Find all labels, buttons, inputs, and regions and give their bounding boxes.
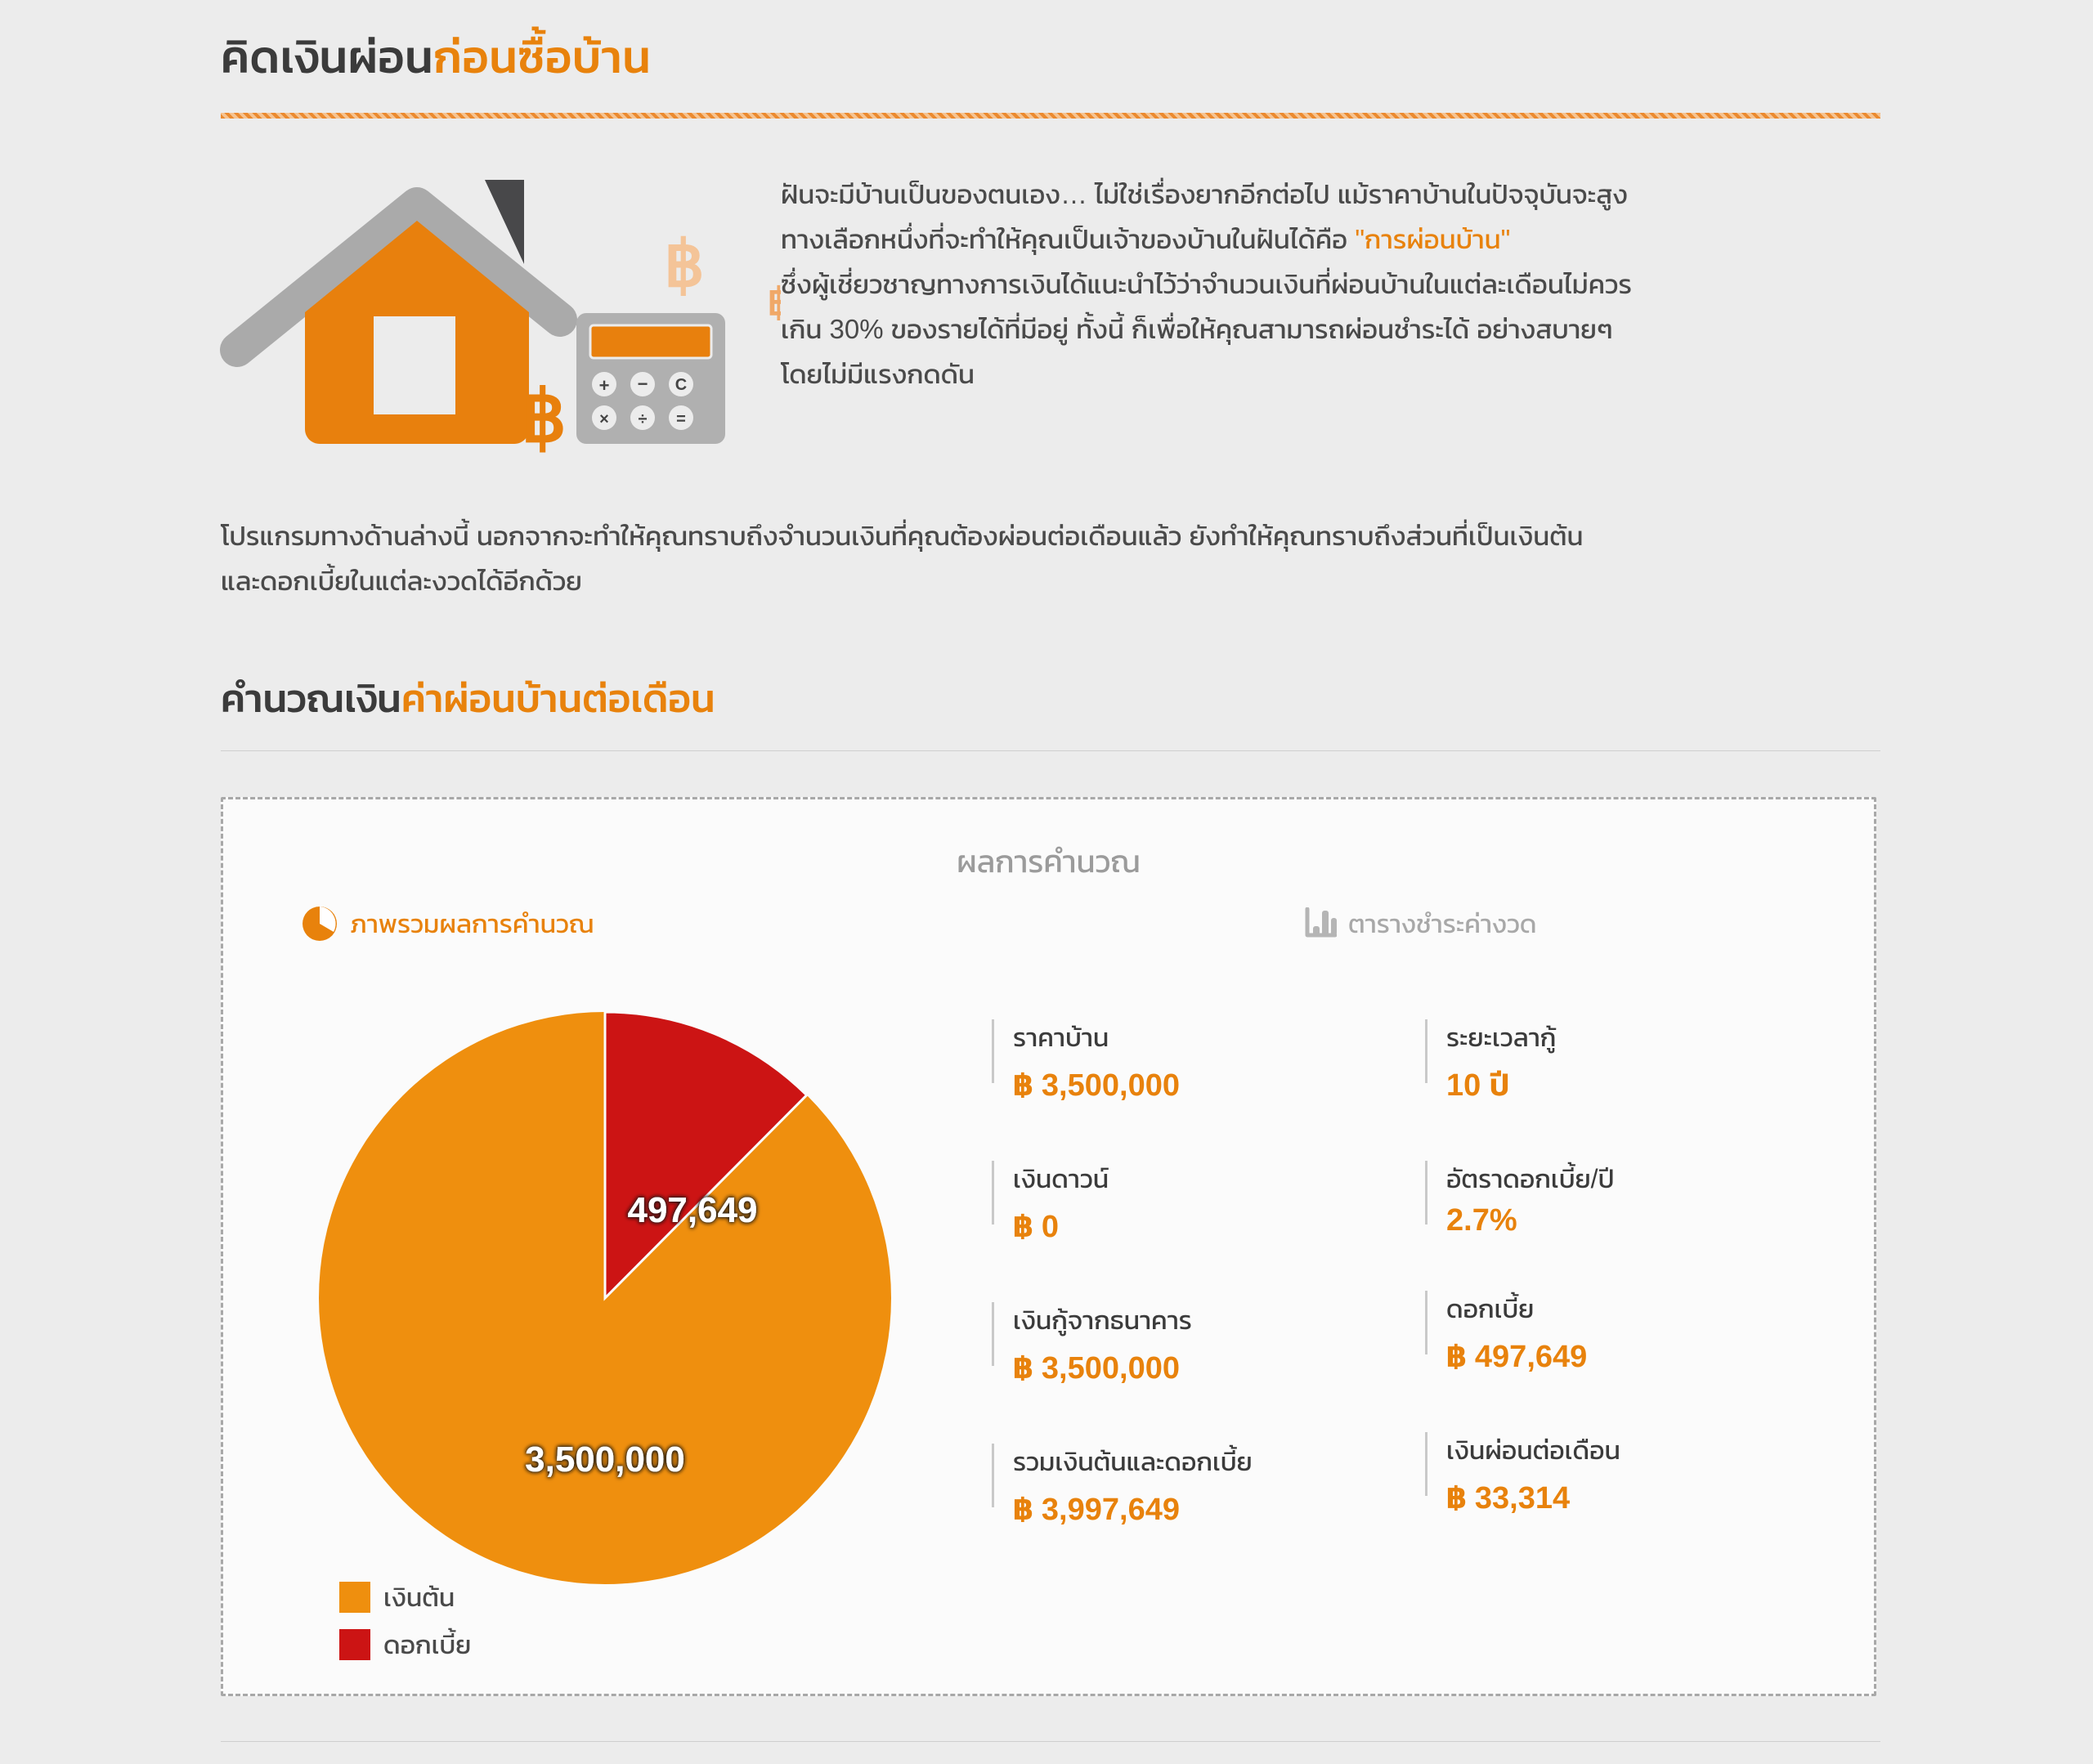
svg-text:+: + bbox=[599, 375, 610, 396]
svg-text:÷: ÷ bbox=[639, 410, 648, 428]
svg-text:฿: ฿ bbox=[521, 376, 567, 457]
svg-text:=: = bbox=[676, 410, 686, 428]
svg-text:฿: ฿ bbox=[664, 228, 705, 300]
svg-text:497,649: 497,649 bbox=[627, 1190, 757, 1230]
svg-text:−: − bbox=[638, 374, 648, 394]
svg-text:฿: ฿ bbox=[767, 280, 781, 323]
svg-text:C: C bbox=[675, 376, 687, 394]
svg-text:×: × bbox=[599, 410, 609, 428]
svg-text:3,500,000: 3,500,000 bbox=[525, 1439, 685, 1480]
